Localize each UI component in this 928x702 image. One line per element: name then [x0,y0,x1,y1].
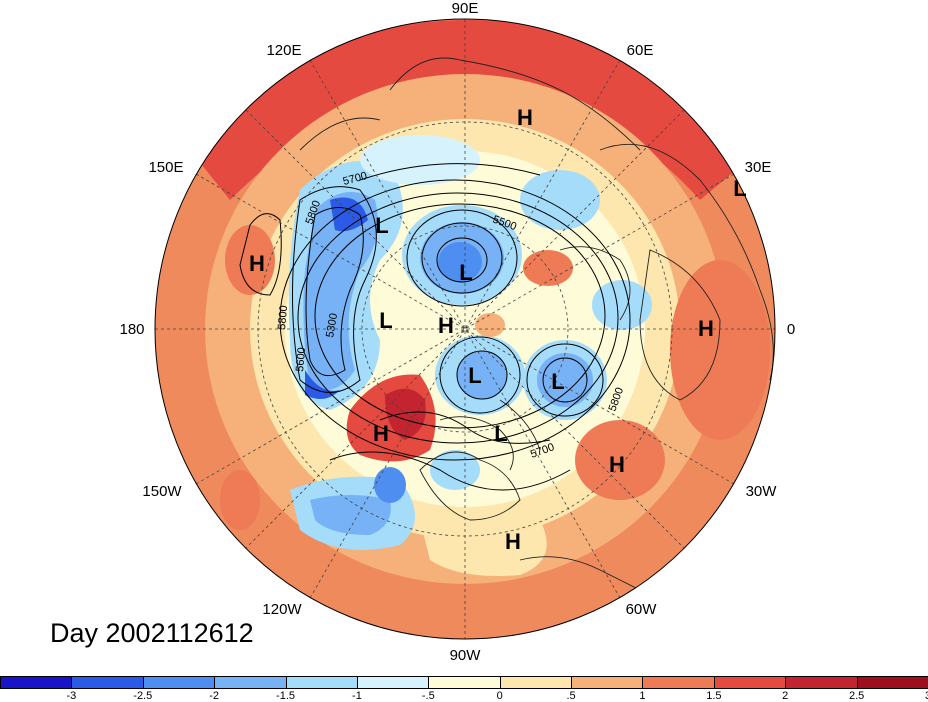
colorbar-tick-label: -2 [209,690,220,702]
colorbar-swatch [785,676,858,689]
colorbar-swatch [499,676,573,689]
high-pressure-center: H [249,251,265,276]
lon-label-150w: 150W [142,483,182,500]
low-pressure-center: L [551,369,564,394]
colorbar-swatch [856,676,928,689]
high-pressure-center: H [517,105,533,130]
low-pressure-center: L [459,260,472,285]
lon-label-90w: 90W [450,647,482,664]
graticule [155,19,775,639]
lon-label-120w: 120W [262,601,302,618]
colorbar-tick-label: 0 [496,690,503,702]
colorbar-tick-label: -3 [66,690,77,702]
colorbar: -3 -2.5 -2 -1.5 -1 -.5 0 .5 1 1.5 2 2.5 3 [0,676,928,702]
colorbar-swatch [142,676,216,689]
lon-label-0: 0 [787,321,795,338]
low-pressure-center: L [468,363,481,388]
lon-label-30w: 30W [746,483,778,500]
colorbar-swatch [356,676,430,689]
colorbar-swatch [713,676,787,689]
colorbar-tick-label: .5 [566,690,576,702]
colorbar-tick-label: -2.5 [133,690,153,702]
map-boundary [154,18,776,640]
colorbar-tick-label: -1.5 [276,690,296,702]
colorbar-tick-label: 2 [782,690,789,702]
high-pressure-center: H [505,529,521,554]
colorbar-tick-label: 3 [925,690,928,702]
height-contours [239,163,631,491]
lon-label-150e: 150E [148,159,183,176]
high-pressure-center: H [438,313,454,338]
colorbar-tick-label: -1 [352,690,362,702]
lon-label-60e: 60E [627,42,654,59]
low-pressure-center: L [375,213,388,238]
high-pressure-center: H [698,316,714,341]
colorbar-swatch [71,676,144,689]
high-pressure-center: H [609,452,625,477]
low-pressure-center: L [733,176,746,201]
lon-label-120e: 120E [266,42,301,59]
contour-label: 5300 [324,312,340,338]
high-pressure-center: H [373,421,389,446]
colorbar-swatch [428,676,501,689]
colorbar-swatch [642,676,715,689]
low-pressure-center: L [494,421,507,446]
colorbar-tick-label: 1.5 [706,690,722,702]
colorbar-swatch [571,676,644,689]
date-title: Day 2002112612 [50,618,254,648]
colorbar-tick-label: -.5 [421,690,435,702]
colorbar-swatch [0,676,73,689]
colorbar-tick-label: 1 [639,690,646,702]
colorbar-swatch [214,676,287,689]
lon-label-180: 180 [119,321,144,338]
colorbar-swatch [285,676,358,689]
lon-label-60w: 60W [626,601,658,618]
lon-label-90e: 90E [452,0,479,17]
lon-label-30e: 30E [745,159,772,176]
low-pressure-center: L [379,308,392,333]
contour-label: 5600 [294,347,308,372]
colorbar-tick-label: 2.5 [848,690,865,702]
contour-label: 5800 [276,305,290,330]
